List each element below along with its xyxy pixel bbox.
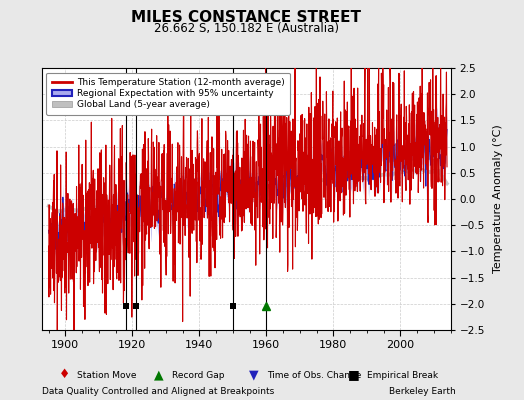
Text: Berkeley Earth: Berkeley Earth: [389, 387, 456, 396]
Text: Time of Obs. Change: Time of Obs. Change: [268, 370, 362, 380]
Y-axis label: Temperature Anomaly (°C): Temperature Anomaly (°C): [494, 125, 504, 273]
Text: Data Quality Controlled and Aligned at Breakpoints: Data Quality Controlled and Aligned at B…: [42, 387, 274, 396]
Text: ▼: ▼: [249, 368, 258, 382]
Text: Station Move: Station Move: [77, 370, 137, 380]
Text: ▲: ▲: [154, 368, 163, 382]
Legend: This Temperature Station (12-month average), Regional Expectation with 95% uncer: This Temperature Station (12-month avera…: [47, 72, 290, 115]
Text: ■: ■: [348, 368, 360, 382]
Text: 26.662 S, 150.182 E (Australia): 26.662 S, 150.182 E (Australia): [154, 22, 339, 35]
Text: MILES CONSTANCE STREET: MILES CONSTANCE STREET: [132, 10, 361, 25]
Text: ♦: ♦: [59, 368, 70, 382]
Text: Record Gap: Record Gap: [172, 370, 225, 380]
Text: Empirical Break: Empirical Break: [367, 370, 438, 380]
